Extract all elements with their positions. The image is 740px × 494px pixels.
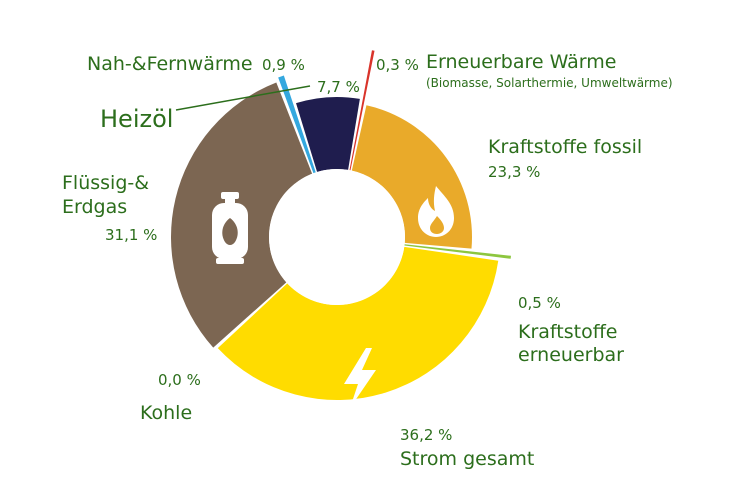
label-strom: Strom gesamt xyxy=(400,448,534,470)
value-erneuerbar-waerme: 0,3 % xyxy=(376,56,419,74)
label-heizoel: Heizöl xyxy=(100,105,173,133)
donut-slices xyxy=(171,50,511,400)
value-kohle: 0,0 % xyxy=(158,371,201,389)
value-heizoel: 7,7 % xyxy=(317,78,360,96)
value-strom: 36,2 % xyxy=(400,426,452,444)
value-nah-fernwaerme: 0,9 % xyxy=(262,56,305,74)
label-kohle: Kohle xyxy=(140,402,192,424)
value-kraftstoffe-erneuerbar: 0,5 % xyxy=(518,294,561,312)
label-nah-fernwaerme: Nah-&Fernwärme xyxy=(87,53,253,75)
label-fluessig-erdgas-2: Erdgas xyxy=(62,196,127,218)
value-fluessig-erdgas: 31,1 % xyxy=(105,226,157,244)
sublabel-erneuerbar-waerme: (Biomasse, Solarthermie, Umweltwärme) xyxy=(426,76,673,90)
value-kraftstoffe-fossil: 23,3 % xyxy=(488,163,540,181)
heizoel-leader-line xyxy=(175,85,311,111)
flame-icon xyxy=(418,186,454,237)
slice-erneuerbar-waerme xyxy=(349,50,375,171)
lightning-icon xyxy=(344,348,376,408)
slice-strom xyxy=(217,246,499,400)
label-erneuerbar-waerme: Erneuerbare Wärme xyxy=(426,51,616,73)
label-fluessig-erdgas-1: Flüssig-& xyxy=(62,172,149,194)
gas-bottle-icon xyxy=(212,192,248,264)
label-kraftstoffe-erneuerbar-1: Kraftstoffe xyxy=(518,321,617,343)
label-kraftstoffe-fossil: Kraftstoffe fossil xyxy=(488,136,642,158)
slice-nah-fernwaerme xyxy=(278,75,316,174)
slice-heizoel xyxy=(296,97,360,172)
donut-hole xyxy=(269,169,405,305)
label-kraftstoffe-erneuerbar-2: erneuerbar xyxy=(518,344,624,366)
slice-kraftstoffe-erneuerbar xyxy=(404,244,511,259)
